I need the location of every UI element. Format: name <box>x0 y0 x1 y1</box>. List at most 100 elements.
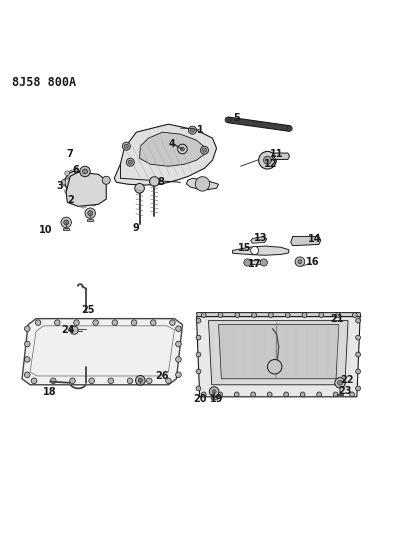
Circle shape <box>91 200 97 206</box>
Circle shape <box>93 320 99 326</box>
Circle shape <box>267 392 272 397</box>
Circle shape <box>302 313 307 318</box>
Text: 2: 2 <box>67 195 73 205</box>
Circle shape <box>138 378 142 382</box>
Circle shape <box>95 192 101 198</box>
Text: 9: 9 <box>133 223 140 233</box>
Circle shape <box>218 313 223 318</box>
Circle shape <box>61 217 71 228</box>
Circle shape <box>338 381 342 385</box>
Circle shape <box>196 318 201 323</box>
Circle shape <box>203 148 207 152</box>
Circle shape <box>70 326 78 334</box>
Text: 25: 25 <box>81 305 95 315</box>
Text: 24: 24 <box>61 325 75 335</box>
Circle shape <box>356 352 360 357</box>
Polygon shape <box>211 397 217 399</box>
Circle shape <box>212 390 216 393</box>
Text: 26: 26 <box>156 370 169 381</box>
Text: 14: 14 <box>308 234 322 244</box>
Polygon shape <box>87 219 93 221</box>
Text: 20: 20 <box>194 394 207 404</box>
Circle shape <box>225 117 231 123</box>
Circle shape <box>356 369 360 374</box>
Polygon shape <box>66 172 106 206</box>
Polygon shape <box>196 313 361 317</box>
Circle shape <box>176 326 181 332</box>
Text: 12: 12 <box>264 159 277 169</box>
Circle shape <box>196 352 201 357</box>
Polygon shape <box>233 246 289 255</box>
Circle shape <box>70 378 75 384</box>
Circle shape <box>77 171 85 179</box>
Circle shape <box>235 313 240 318</box>
Circle shape <box>77 186 85 194</box>
Circle shape <box>201 313 206 318</box>
Text: 3: 3 <box>57 181 63 191</box>
Circle shape <box>126 158 134 166</box>
Circle shape <box>263 156 271 164</box>
Text: 17: 17 <box>248 260 261 270</box>
Circle shape <box>176 357 181 362</box>
Circle shape <box>269 313 273 318</box>
Polygon shape <box>196 317 360 397</box>
Circle shape <box>356 386 360 391</box>
Circle shape <box>317 392 322 397</box>
Circle shape <box>180 147 184 151</box>
Text: 11: 11 <box>270 149 284 159</box>
Circle shape <box>83 189 88 194</box>
Circle shape <box>81 182 86 188</box>
Text: 21: 21 <box>330 314 344 325</box>
Circle shape <box>102 176 110 184</box>
Circle shape <box>127 378 133 384</box>
Circle shape <box>356 318 360 323</box>
Circle shape <box>82 178 90 187</box>
Circle shape <box>190 128 194 132</box>
Circle shape <box>178 144 187 154</box>
Circle shape <box>176 341 181 347</box>
Circle shape <box>244 259 251 266</box>
Circle shape <box>166 378 171 384</box>
Circle shape <box>81 190 91 200</box>
Circle shape <box>196 386 201 391</box>
Circle shape <box>251 392 255 397</box>
Circle shape <box>67 171 75 179</box>
Circle shape <box>298 260 302 264</box>
Circle shape <box>83 169 87 174</box>
Text: 4: 4 <box>169 139 176 149</box>
Circle shape <box>108 378 113 384</box>
Circle shape <box>260 259 267 266</box>
Polygon shape <box>272 153 290 159</box>
Circle shape <box>295 257 305 266</box>
Text: 22: 22 <box>340 375 354 385</box>
Circle shape <box>287 126 292 131</box>
Text: 6: 6 <box>73 165 79 175</box>
Text: 16: 16 <box>306 257 320 268</box>
Circle shape <box>209 387 219 397</box>
Circle shape <box>188 126 196 134</box>
Polygon shape <box>251 237 267 243</box>
Circle shape <box>150 176 159 187</box>
Circle shape <box>170 320 175 326</box>
Circle shape <box>352 313 357 318</box>
Text: 18: 18 <box>43 386 57 397</box>
Text: 1: 1 <box>197 125 204 135</box>
Circle shape <box>24 341 30 347</box>
Polygon shape <box>219 325 339 379</box>
Circle shape <box>350 392 354 397</box>
Circle shape <box>251 246 259 254</box>
Polygon shape <box>140 132 205 166</box>
Circle shape <box>55 320 60 326</box>
Circle shape <box>76 185 97 206</box>
Circle shape <box>234 392 239 397</box>
Circle shape <box>73 188 78 193</box>
Circle shape <box>61 180 66 185</box>
Circle shape <box>196 335 201 340</box>
Circle shape <box>24 357 30 362</box>
Circle shape <box>62 178 70 187</box>
Circle shape <box>200 146 209 154</box>
Circle shape <box>146 378 152 384</box>
Circle shape <box>24 372 30 377</box>
Polygon shape <box>227 117 290 131</box>
Circle shape <box>112 320 117 326</box>
